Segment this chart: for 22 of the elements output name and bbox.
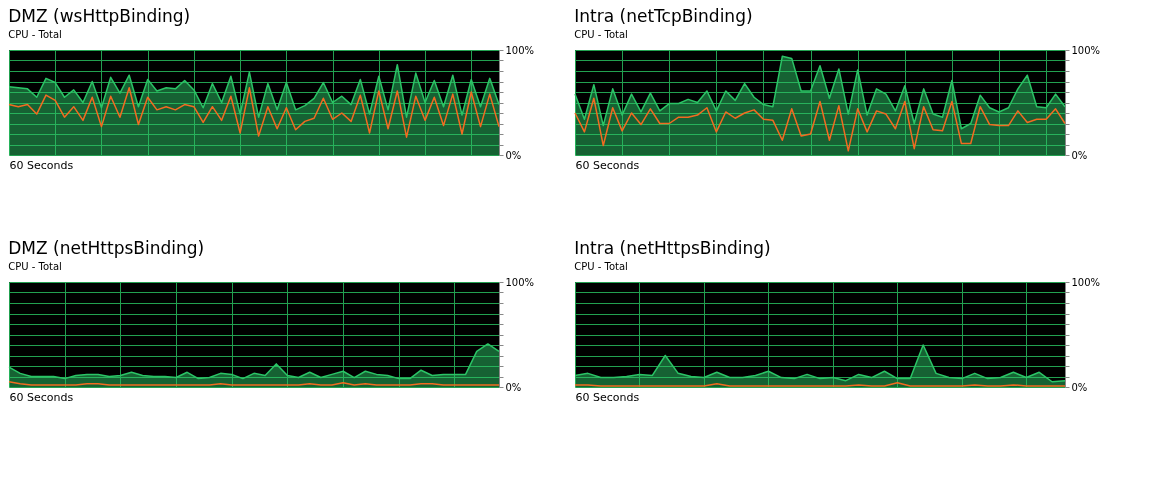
chart-title: DMZ (netHttpsBinding) — [8, 238, 205, 258]
chart-subtitle: CPU - Total — [8, 29, 62, 40]
chart-subtitle: CPU - Total — [8, 261, 62, 272]
y-tick-label: 100% — [505, 276, 535, 288]
x-axis-title: 60 Seconds — [9, 390, 74, 404]
y-tick-label: 0% — [1071, 381, 1088, 393]
y-tick-label: 0% — [505, 381, 522, 393]
chart-title: Intra (netTcpBinding) — [574, 6, 753, 26]
y-tick-label: 0% — [1071, 149, 1088, 161]
line-series — [8, 87, 500, 138]
line-series — [574, 97, 1066, 152]
y-tick-label: 0% — [505, 149, 522, 161]
chart-title: DMZ (wsHttpBinding) — [8, 6, 191, 26]
chart-subtitle: CPU - Total — [574, 29, 628, 40]
chart-title: Intra (netHttpsBinding) — [574, 238, 771, 258]
x-axis-title: 60 Seconds — [575, 158, 640, 172]
chart-subtitle: CPU - Total — [574, 261, 628, 272]
y-tick-label: 100% — [505, 44, 535, 56]
x-axis-title: 60 Seconds — [9, 158, 74, 172]
y-tick-label: 100% — [1071, 44, 1101, 56]
y-tick-label: 100% — [1071, 276, 1101, 288]
x-axis-title: 60 Seconds — [575, 390, 640, 404]
